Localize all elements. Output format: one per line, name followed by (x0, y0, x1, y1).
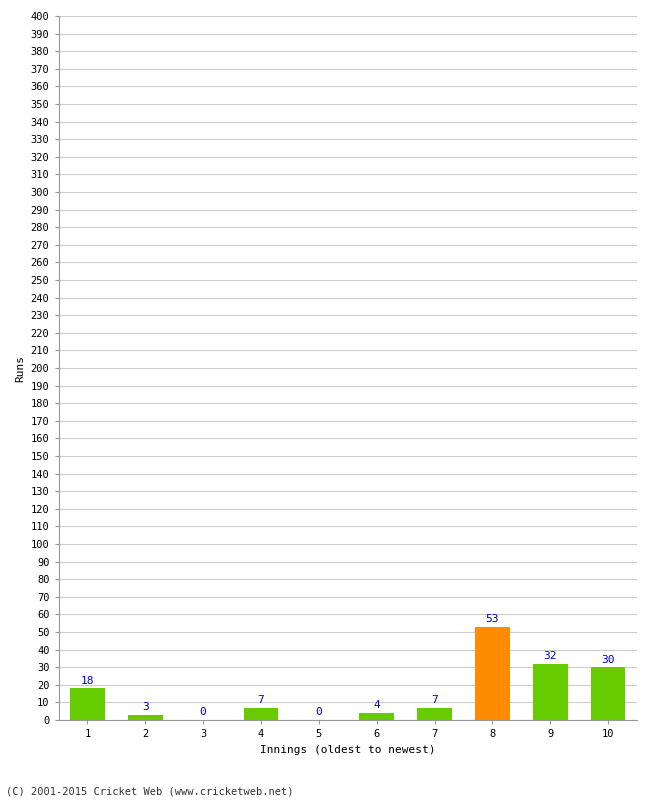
Text: 0: 0 (315, 707, 322, 718)
Text: 4: 4 (373, 700, 380, 710)
Bar (475, 626, 510, 720)
Text: 18: 18 (81, 676, 94, 686)
X-axis label: Innings (oldest to newest): Innings (oldest to newest) (260, 745, 436, 754)
Text: 30: 30 (601, 654, 615, 665)
Bar (359, 713, 394, 720)
Bar (417, 708, 452, 720)
Bar (70, 688, 105, 720)
Text: (C) 2001-2015 Cricket Web (www.cricketweb.net): (C) 2001-2015 Cricket Web (www.cricketwe… (6, 786, 294, 796)
Bar (591, 667, 625, 720)
Bar (128, 714, 162, 720)
Text: 53: 53 (486, 614, 499, 624)
Bar (533, 664, 567, 720)
Text: 7: 7 (431, 695, 438, 705)
Text: 3: 3 (142, 702, 149, 712)
Text: 7: 7 (257, 695, 265, 705)
Text: 0: 0 (200, 707, 207, 718)
Y-axis label: Runs: Runs (15, 354, 25, 382)
Bar (244, 708, 278, 720)
Text: 32: 32 (543, 651, 557, 661)
